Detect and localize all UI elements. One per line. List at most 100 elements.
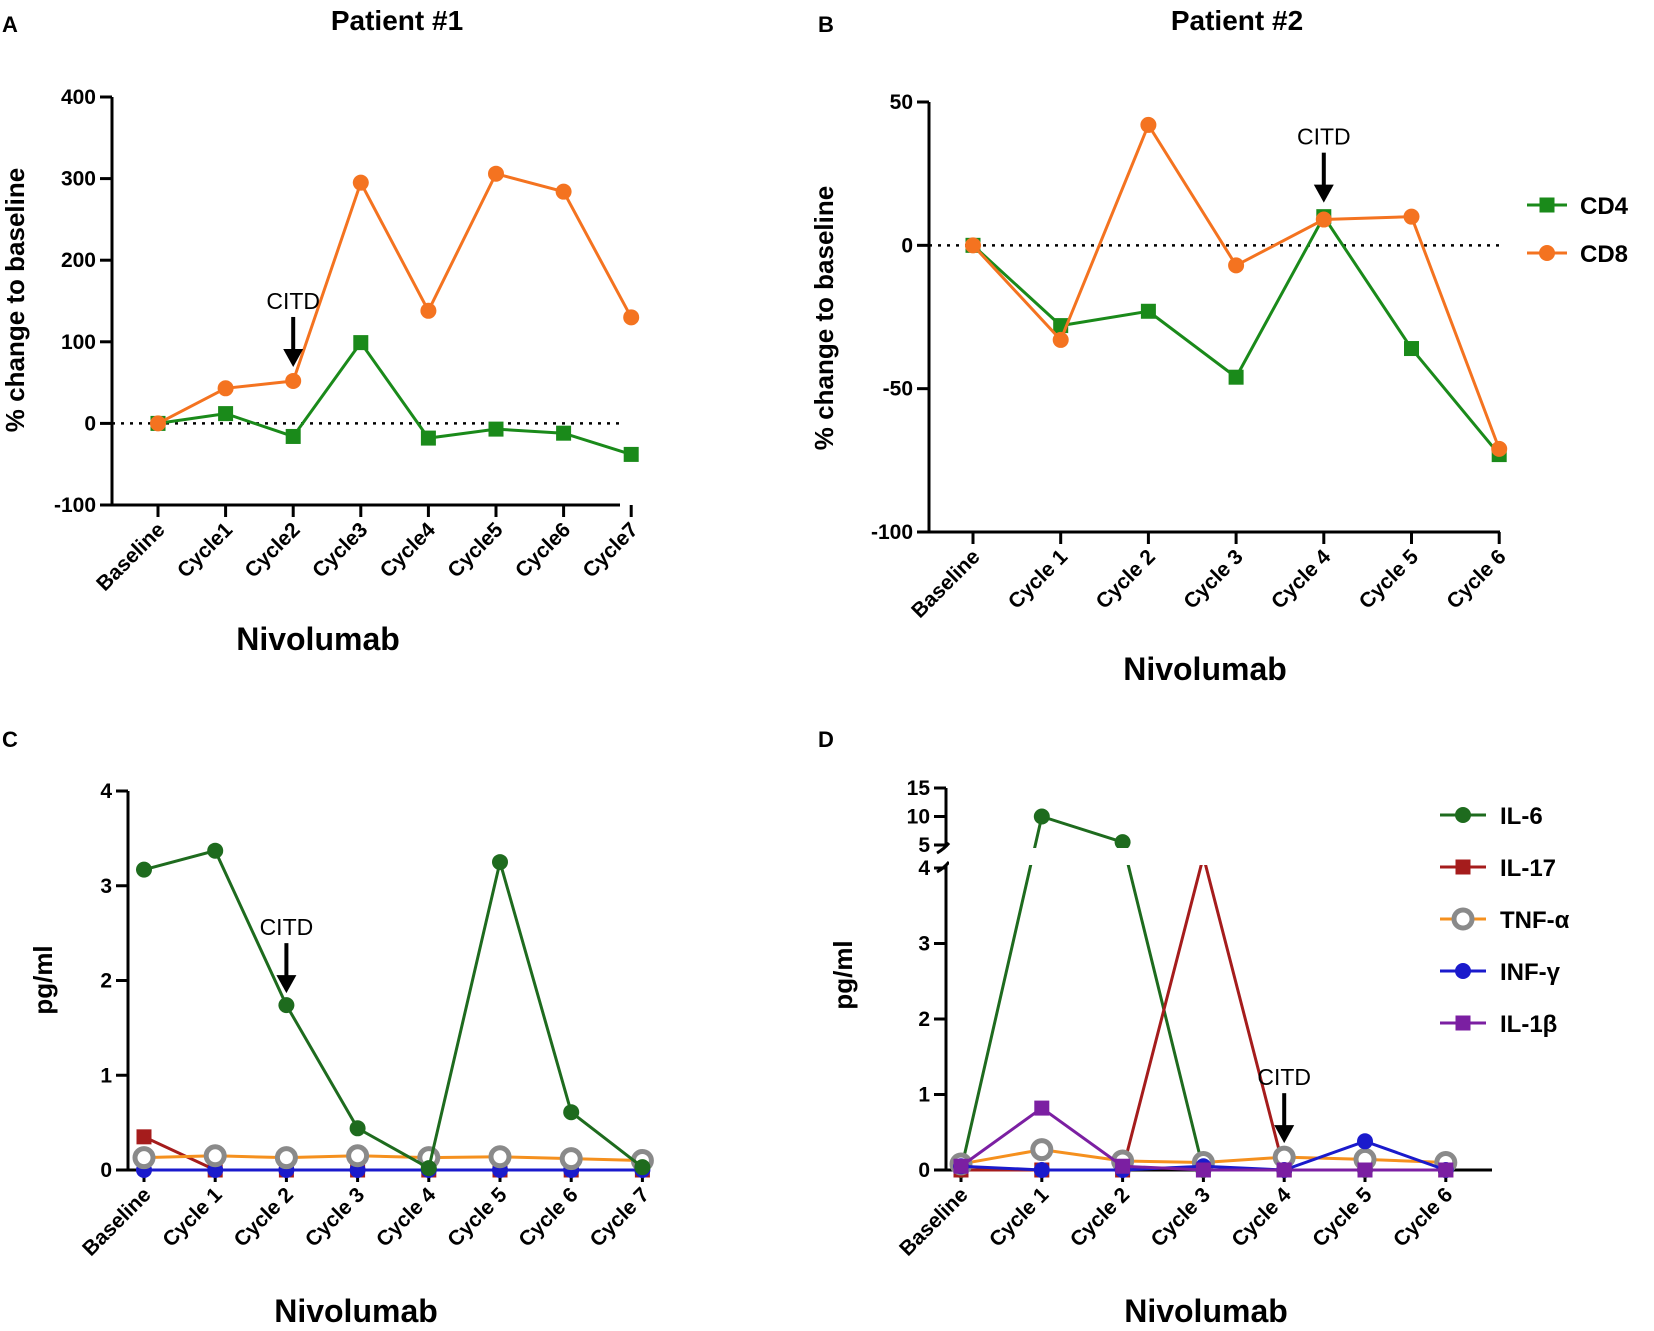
y-tick-label: 0: [901, 234, 913, 257]
legend-marker: [1455, 807, 1471, 823]
data-point: [1115, 1158, 1131, 1174]
x-tick-label: Cycle1: [173, 518, 237, 582]
x-tick-label: Cycle 1: [985, 1183, 1053, 1251]
series-line: [959, 814, 1446, 1172]
x-tick-label: Cycle 6: [514, 1183, 582, 1251]
data-point: [1276, 1162, 1292, 1178]
data-point: [207, 842, 224, 859]
x-tick-label: Baseline: [78, 1183, 155, 1260]
data-point: [132, 1146, 156, 1170]
y-tick-label: 15: [907, 777, 931, 800]
series-il-6: [136, 842, 651, 1177]
series-cd4: [150, 335, 639, 462]
x-axis-title: Nivolumab: [1123, 651, 1287, 687]
data-point: [218, 406, 234, 422]
x-tick-label: Cycle 2: [1066, 1183, 1134, 1251]
y-tick-label: 300: [61, 168, 96, 191]
data-point: [1438, 1162, 1454, 1178]
data-point: [349, 1120, 366, 1137]
data-point: [1140, 116, 1157, 133]
citd-annotation: CITD: [1297, 124, 1351, 150]
y-tick-label: 4: [100, 780, 112, 803]
x-tick-label: Cycle7: [579, 518, 643, 582]
data-point: [623, 446, 639, 462]
series-tnf-: [132, 1144, 654, 1173]
data-point: [1033, 808, 1050, 825]
data-point: [285, 372, 302, 389]
legend-label: IL-1β: [1500, 1011, 1557, 1038]
x-tick-label: Baseline: [895, 1183, 972, 1260]
y-tick-label: 3: [918, 933, 930, 956]
citd-arrow-head: [1313, 184, 1334, 203]
legend-marker: [1455, 1015, 1471, 1031]
data-point: [274, 1146, 298, 1170]
data-point: [953, 1158, 969, 1174]
y-axis-title: pg/ml: [828, 940, 858, 1009]
data-point: [420, 1160, 437, 1177]
legend-marker: [1539, 197, 1555, 213]
data-point: [203, 1144, 227, 1168]
data-point: [136, 861, 152, 878]
x-tick-label: Cycle5: [443, 518, 507, 582]
legend-marker: [1451, 907, 1475, 931]
data-point: [1114, 834, 1131, 851]
y-tick-label: 2: [100, 970, 112, 993]
series-line: [157, 171, 633, 425]
y-tick-label: 3: [100, 875, 112, 898]
data-point: [353, 335, 369, 351]
data-point: [1403, 208, 1420, 225]
legend-marker: [1455, 963, 1471, 979]
data-point: [420, 302, 437, 319]
x-tick-label: Cycle 6: [1389, 1183, 1457, 1251]
x-tick-label: Cycle 4: [1227, 1183, 1295, 1251]
data-point: [352, 174, 369, 191]
y-tick-label: 1: [918, 1084, 930, 1107]
citd-arrow-head: [283, 348, 304, 367]
data-point: [1034, 1100, 1050, 1116]
x-tick-label: Cycle3: [308, 518, 372, 582]
data-point: [1228, 257, 1245, 274]
panel-letter: C: [2, 727, 18, 752]
data-point: [1030, 1138, 1054, 1162]
legend-label: INF-γ: [1500, 959, 1561, 986]
x-tick-label: Cycle 3: [1179, 545, 1247, 613]
data-point: [285, 428, 301, 444]
data-point: [492, 854, 508, 871]
y-axis-title: % change to baseline: [809, 186, 839, 450]
series-line: [961, 856, 1446, 1172]
legend-label: CD4: [1580, 193, 1629, 220]
data-point: [559, 1147, 583, 1171]
y-tick-label: 1: [100, 1064, 112, 1087]
data-point: [563, 1104, 580, 1121]
legend-label: IL-6: [1500, 803, 1543, 830]
citd-annotation: CITD: [260, 914, 314, 940]
series-cd8: [965, 116, 1508, 457]
x-tick-label: Cycle 3: [1147, 1183, 1215, 1251]
x-tick-label: Cycle 5: [443, 1183, 511, 1251]
x-tick-label: Cycle 5: [1308, 1183, 1376, 1251]
data-point: [1357, 1133, 1373, 1150]
y-axis-title: % change to baseline: [0, 168, 30, 432]
data-point: [555, 183, 572, 200]
panel-letter: D: [818, 727, 834, 752]
data-point: [1357, 1162, 1373, 1178]
data-point: [1195, 1162, 1211, 1178]
x-tick-label: Cycle 7: [586, 1183, 654, 1251]
legend-cytokines: IL-6 IL-17 TNF-α INF-γ IL-1β: [1440, 803, 1570, 1038]
x-axis-title: Nivolumab: [236, 621, 400, 657]
data-point: [488, 165, 504, 182]
y-tick-label: -100: [54, 494, 96, 517]
data-point: [1228, 369, 1244, 385]
data-point: [1491, 440, 1508, 457]
data-point: [1140, 303, 1156, 319]
x-tick-label: Cycle 4: [1267, 545, 1335, 613]
x-tick-label: Baseline: [907, 545, 984, 622]
axis-break-mark: [936, 842, 951, 855]
y-tick-label: -100: [871, 521, 913, 544]
x-tick-label: Cycle6: [511, 518, 575, 582]
x-tick-label: Cycle 2: [1092, 545, 1160, 613]
